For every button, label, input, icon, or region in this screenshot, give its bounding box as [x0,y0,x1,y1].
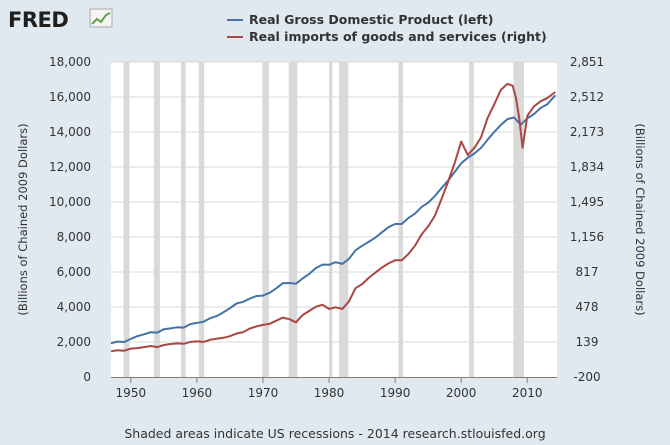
recession-band-1 [153,62,160,377]
y-right-tick-label-5: 1,495 [570,195,604,209]
y-left-tick-label-6: 12,000 [49,160,91,174]
series-lines [110,82,557,353]
x-tick-label-1: 1960 [182,386,213,400]
legend-item-imports[interactable]: Real imports of goods and services (righ… [227,29,547,44]
y-axis-right-title: (Billions of Chained 2009 Dollars) [633,123,647,315]
y-left-tick-label-2: 4,000 [57,300,91,314]
x-tick-label-0: 1950 [116,386,147,400]
y-right-tick-label-1: 139 [576,335,599,349]
x-tick-label-5: 2000 [446,386,477,400]
y-left-tick-label-9: 18,000 [49,55,91,69]
recession-band-2 [181,62,186,377]
plot-area [111,62,557,377]
series-line-gdp [110,94,557,345]
recession-band-7 [338,62,349,377]
y-left-tick-label-8: 16,000 [49,90,91,104]
recession-band-10 [513,62,524,377]
y-right-tick-label-6: 1,834 [570,160,604,174]
x-tick-label-2: 1970 [248,386,279,400]
y-left-tick-label-7: 14,000 [49,125,91,139]
y-right-tick-label-9: 2,851 [570,55,604,69]
recession-shading [123,62,524,377]
fred-logo-text: FRED [8,8,68,32]
recession-band-6 [329,62,333,377]
fred-logo-graph-icon [89,8,113,28]
y-right-tick-label-4: 1,156 [570,230,604,244]
axes: 0 2,000 4,000 6,000 8,000 10,000 12,000 14,000 1… [49,55,604,400]
legend-label-imports: Real imports of goods and services (righ… [249,29,547,44]
y-left-tick-label-4: 8,000 [57,230,91,244]
recession-band-4 [262,62,269,377]
footer-note: Shaded areas indicate US recessions - 20… [124,426,545,441]
series-line-imports [110,82,556,353]
y-right-tick-label-8: 2,512 [570,90,604,104]
y-left-tick-label-3: 6,000 [57,265,91,279]
y-left-tick-label-5: 10,000 [49,195,91,209]
y-axis-left-title: (Billions of Chained 2009 Dollars) [16,123,30,315]
legend: Real Gross Domestic Product (left) Real … [227,12,547,44]
y-right-tick-label-0: -200 [573,370,600,384]
y-right-tick-label-2: 478 [576,300,599,314]
y-left-tick-label-0: 0 [83,370,91,384]
y-left-tick-label-1: 2,000 [57,335,91,349]
recession-band-3 [198,62,205,377]
y-right-tick-label-7: 2,173 [570,125,604,139]
x-tick-label-6: 2010 [512,386,543,400]
x-tick-label-3: 1980 [314,386,345,400]
y-right-tick-label-3: 817 [576,265,599,279]
recession-band-8 [398,62,404,377]
legend-item-gdp[interactable]: Real Gross Domestic Product (left) [227,12,493,27]
recession-band-5 [288,62,298,377]
recession-band-9 [469,62,474,377]
fred-logo: FRED [8,8,113,32]
recession-band-0 [123,62,130,377]
legend-label-gdp: Real Gross Domestic Product (left) [249,12,493,27]
x-tick-label-4: 1990 [380,386,411,400]
